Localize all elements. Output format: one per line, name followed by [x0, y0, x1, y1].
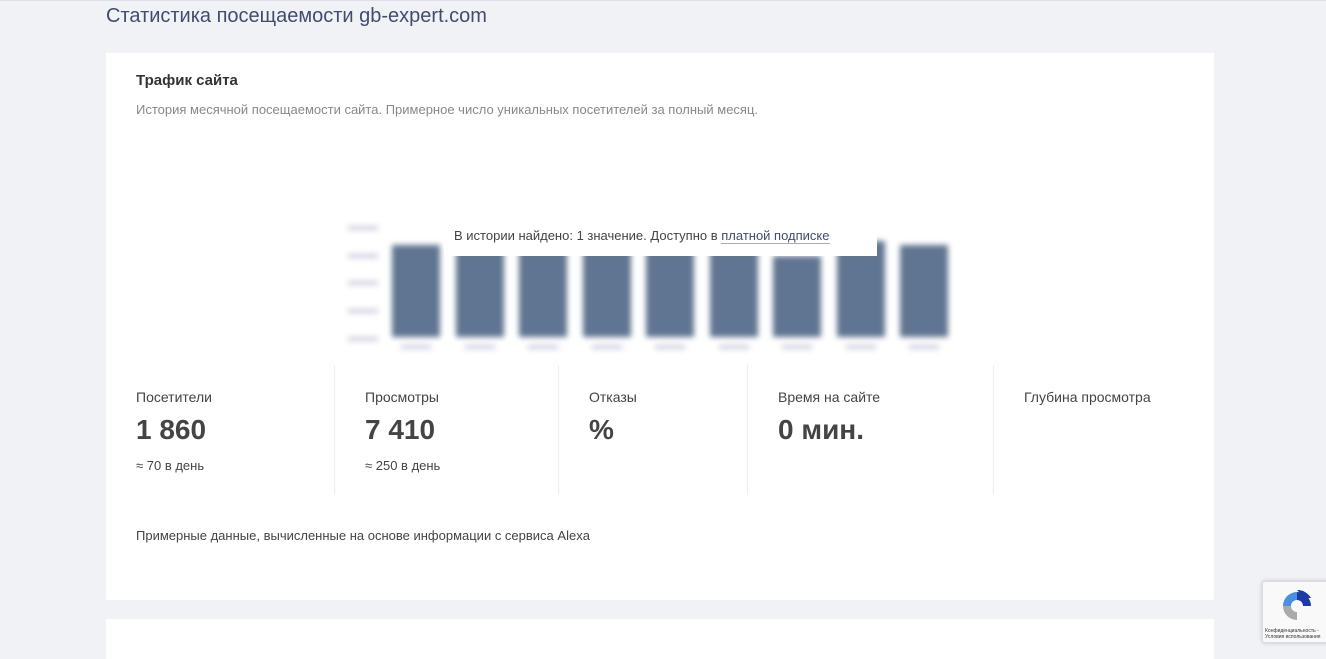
blurred-x-label: [782, 345, 812, 349]
blurred-tick: [348, 226, 378, 230]
blurred-x-label: [845, 345, 876, 349]
blurred-x-label: [591, 345, 622, 349]
stat-sub: ≈ 250 в день: [365, 458, 441, 473]
notice-text: В истории найдено: 1 значение. Доступно …: [454, 228, 722, 243]
page-title: Статистика посещаемости gb-expert.com: [106, 5, 487, 27]
stat-label: Посетители: [136, 389, 212, 405]
stat-value: 1 860: [136, 414, 207, 445]
stat-pageviews: Просмотры 7 410 ≈ 250 в день: [365, 365, 559, 495]
recaptcha-terms[interactable]: Условия использования: [1265, 634, 1321, 640]
blurred-bar: [582, 243, 631, 337]
paywall-notice: В истории найдено: 1 значение. Доступно …: [444, 214, 877, 256]
blurred-bar: [709, 243, 758, 337]
paid-subscription-link[interactable]: платной подписке: [721, 228, 830, 244]
blurred-x-label: [655, 345, 685, 349]
blurred-bar: [392, 245, 440, 337]
footnote: Примерные данные, вычисленные на основе …: [136, 528, 590, 543]
next-card: [106, 619, 1214, 659]
blurred-x-label: [528, 345, 558, 349]
stat-label: Отказы: [589, 389, 637, 405]
blurred-x-label: [464, 345, 495, 349]
blurred-x-label: [909, 345, 939, 349]
blurred-x-label: [401, 345, 431, 349]
stat-depth: Глубина просмотра: [1024, 365, 1204, 495]
stat-value: 0 мин.: [778, 414, 864, 445]
stat-bounces: Отказы%: [589, 365, 748, 495]
blurred-bar: [773, 256, 821, 337]
stat-label: Глубина просмотра: [1024, 389, 1151, 405]
recaptcha-badge[interactable]: Конфиденциальность - Условия использовани…: [1262, 581, 1326, 643]
stat-visitors: Посетители 1 860 ≈ 70 в день: [136, 365, 335, 495]
blurred-x-label: [718, 345, 749, 349]
stat-label: Время на сайте: [778, 389, 881, 405]
stat-value: 7 410: [365, 414, 436, 445]
blurred-tick: [348, 337, 378, 341]
blurred-tick: [348, 281, 378, 285]
traffic-description: История месячной посещаемости сайта. При…: [136, 102, 759, 117]
stat-value: %: [589, 414, 614, 445]
traffic-heading: Трафик сайта: [136, 72, 238, 89]
blurred-tick: [348, 309, 378, 313]
blurred-bar: [900, 245, 948, 337]
traffic-card: Трафик сайта История месячной посещаемос…: [106, 53, 1214, 600]
recaptcha-privacy[interactable]: Конфиденциальность -: [1265, 628, 1319, 634]
recaptcha-icon: [1283, 589, 1311, 620]
stat-time-on-site: Время на сайте 0 мин.: [778, 365, 994, 495]
stat-sub: ≈ 70 в день: [136, 458, 205, 473]
blurred-tick: [348, 254, 378, 258]
blurred-bar: [646, 248, 694, 337]
blurred-bar: [836, 241, 885, 337]
stat-label: Просмотры: [365, 389, 439, 405]
